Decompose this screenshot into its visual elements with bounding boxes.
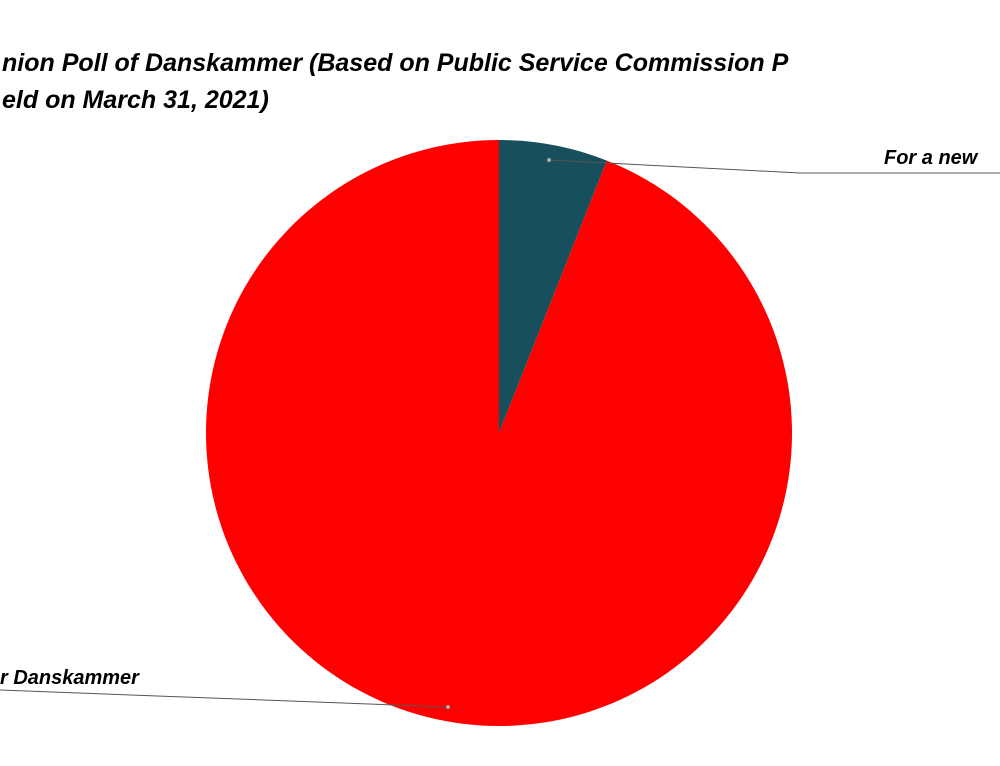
chart-title: eld on March 31, 2021)	[2, 86, 269, 114]
leader-dot	[547, 158, 551, 162]
pie-slice	[205, 140, 793, 726]
pie	[205, 140, 793, 726]
leader-line	[548, 159, 1000, 174]
pie-slice	[499, 140, 607, 433]
chart-title: nion Poll of Danskammer (Based on Public…	[2, 49, 789, 77]
leader-dot	[446, 705, 450, 709]
slice-label: r Danskammer	[0, 667, 140, 689]
slice-label: For a new	[884, 147, 979, 169]
leader-line	[0, 689, 449, 708]
